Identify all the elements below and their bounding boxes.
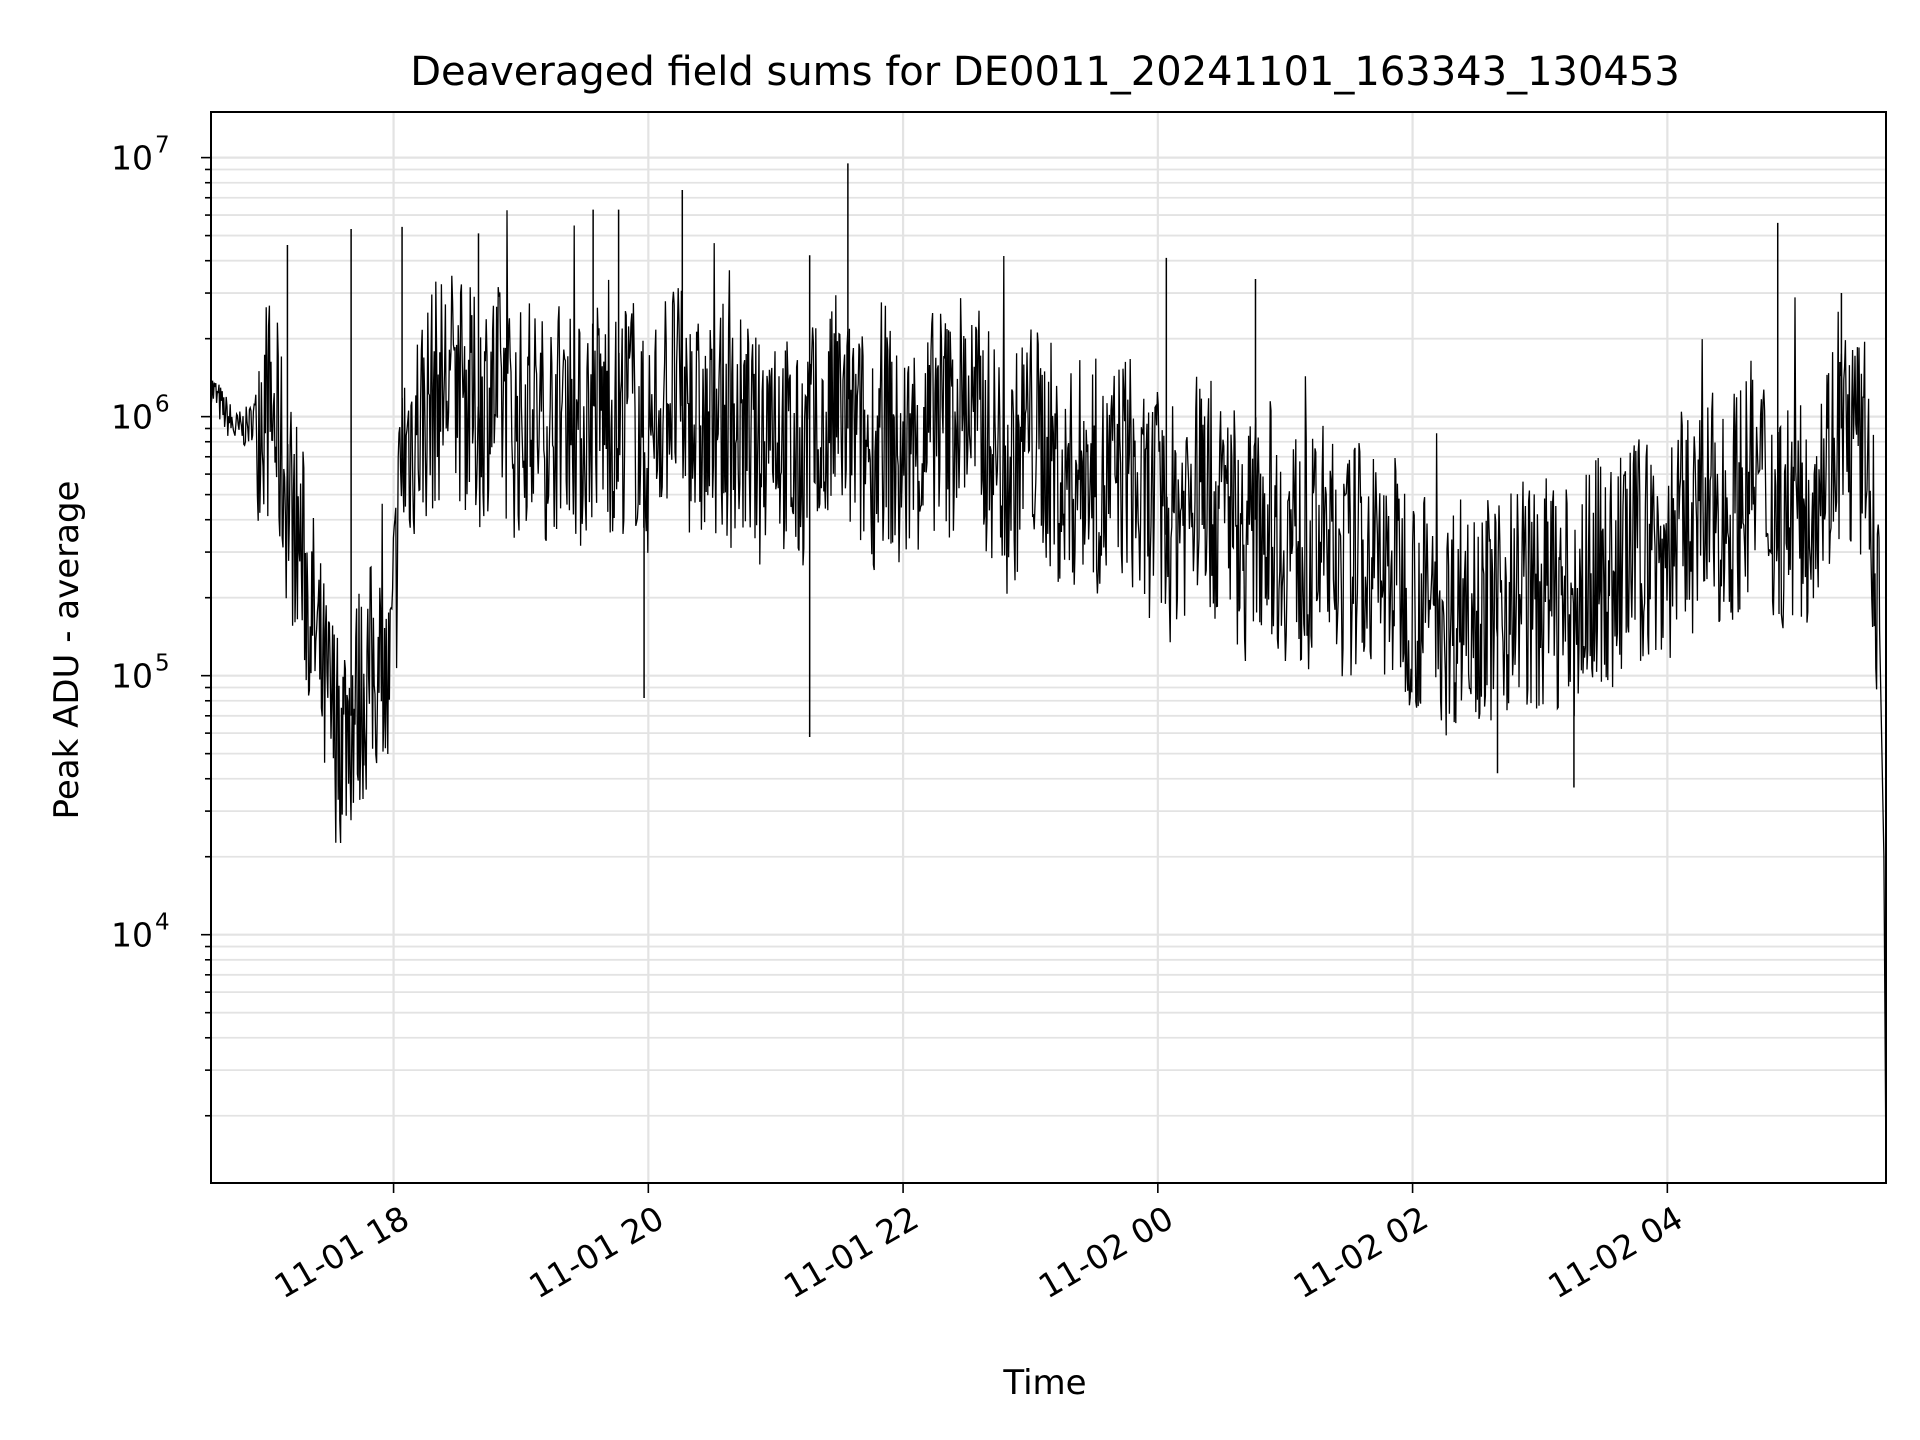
y-tick-label: 10 — [111, 398, 153, 437]
y-tick-exponent: 7 — [155, 133, 170, 159]
axes-frame — [210, 111, 1887, 1184]
y-tick-exponent: 6 — [155, 392, 170, 418]
y-tick-exponent: 5 — [155, 651, 170, 677]
x-axis-label: Time — [1002, 1363, 1086, 1403]
y-tick-base: 10 — [111, 916, 153, 955]
y-tick-base: 10 — [111, 657, 153, 696]
plot-area — [211, 163, 1886, 1174]
series-line — [211, 210, 1886, 1174]
chart-title: Deaveraged field sums for DE0011_2024110… — [410, 49, 1680, 95]
y-tick-label: 10 — [111, 916, 153, 955]
y-tick-label: 10 — [111, 139, 153, 178]
y-tick-base: 10 — [111, 139, 153, 178]
y-tick-base: 10 — [111, 398, 153, 437]
y-tick-exponent: 4 — [155, 910, 170, 936]
y-tick-label: 10 — [111, 657, 153, 696]
y-axis-label: Peak ADU - average — [47, 481, 87, 820]
